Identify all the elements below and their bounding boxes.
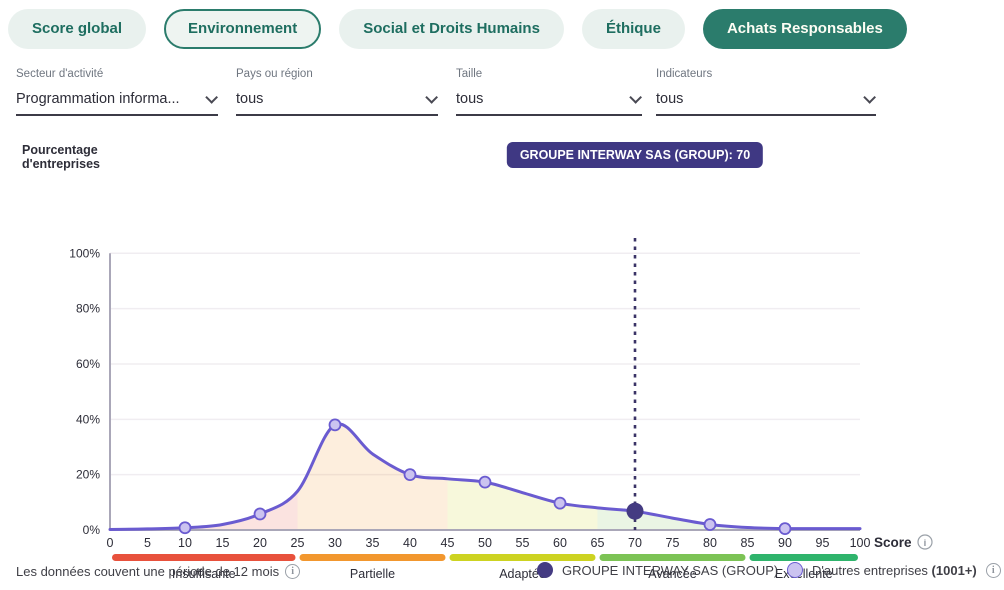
svg-text:85: 85 (741, 536, 755, 550)
svg-text:20: 20 (253, 536, 267, 550)
category-tabs: Score global Environnement Social et Dro… (8, 9, 907, 49)
filter-pays-value: tous (236, 91, 264, 107)
svg-text:60%: 60% (76, 357, 100, 371)
svg-text:100%: 100% (69, 246, 100, 260)
score-distribution-chart[interactable]: 0% 20% 40% 60% 80% 100% 0 5 10 15 20 25 30 35 40 45 50 55… (16, 140, 988, 581)
svg-text:Score: Score (874, 535, 912, 550)
svg-text:40%: 40% (76, 412, 100, 426)
others-dot-icon (787, 562, 803, 578)
filter-secteur-select[interactable]: Programmation informa... (16, 90, 218, 116)
svg-text:i: i (924, 538, 927, 549)
svg-text:90: 90 (778, 536, 792, 550)
filter-taille: Taille tous (456, 68, 642, 116)
data-period-note: Les données couvent une période de 12 mo… (16, 564, 301, 579)
tab-ethique[interactable]: Éthique (581, 9, 685, 49)
tab-achats-responsables[interactable]: Achats Responsables (702, 9, 907, 49)
svg-text:55: 55 (516, 536, 530, 550)
svg-text:Partielle: Partielle (350, 567, 395, 581)
svg-text:50: 50 (478, 536, 492, 550)
svg-text:80%: 80% (76, 302, 100, 316)
svg-text:25: 25 (291, 536, 305, 550)
svg-text:0%: 0% (83, 523, 101, 537)
filter-taille-label: Taille (456, 68, 483, 80)
filter-indicateurs-value: tous (656, 91, 684, 107)
filter-secteur-label: Secteur d'activité (16, 68, 104, 80)
svg-text:60: 60 (553, 536, 567, 550)
legend-item-others: D'autres entreprises (1001+) i (787, 562, 1001, 578)
svg-text:10: 10 (178, 536, 192, 550)
svg-text:80: 80 (703, 536, 717, 550)
tab-social-droits-humains[interactable]: Social et Droits Humains (339, 9, 564, 49)
filter-pays-select[interactable]: tous (236, 90, 438, 116)
svg-text:5: 5 (144, 536, 151, 550)
chevron-down-icon (205, 90, 218, 104)
chevron-down-icon (629, 90, 642, 104)
filter-secteur-value: Programmation informa... (16, 91, 180, 107)
svg-text:100: 100 (850, 536, 871, 550)
filter-pays-label: Pays ou région (236, 68, 313, 80)
svg-text:Avancée: Avancée (648, 567, 696, 581)
svg-text:20%: 20% (76, 468, 100, 482)
info-icon[interactable]: i (985, 562, 1001, 578)
svg-text:15: 15 (216, 536, 230, 550)
legend-others-count: (1001+) (931, 562, 977, 578)
data-period-note-text: Les données couvent une période de 12 mo… (16, 564, 280, 579)
svg-text:65: 65 (591, 536, 605, 550)
svg-text:30: 30 (328, 536, 342, 550)
svg-text:Adaptée: Adaptée (499, 567, 546, 581)
tab-environnement[interactable]: Environnement (164, 9, 322, 49)
svg-text:0: 0 (107, 536, 114, 550)
chevron-down-icon (863, 90, 876, 104)
svg-text:35: 35 (366, 536, 380, 550)
legend-others-label: D'autres entreprises (1001+) (812, 562, 977, 578)
tab-score-global[interactable]: Score global (8, 9, 147, 49)
svg-text:Insuffisante: Insuffisante (172, 567, 236, 581)
svg-text:45: 45 (441, 536, 455, 550)
filter-indicateurs: Indicateurs tous (656, 68, 876, 116)
highlight-tooltip: GROUPE INTERWAY SAS (GROUP): 70 (506, 142, 764, 168)
legend-item-company: GROUPE INTERWAY SAS (GROUP) (537, 562, 778, 578)
filter-secteur: Secteur d'activité Programmation informa… (16, 68, 218, 116)
svg-text:40: 40 (403, 536, 417, 550)
filter-taille-select[interactable]: tous (456, 90, 642, 116)
svg-text:70: 70 (628, 536, 642, 550)
info-icon[interactable]: i (285, 564, 301, 579)
filter-taille-value: tous (456, 91, 484, 107)
legend-company-label: GROUPE INTERWAY SAS (GROUP) (562, 562, 779, 578)
filter-pays: Pays ou région tous (236, 68, 438, 116)
filter-indicateurs-select[interactable]: tous (656, 90, 876, 116)
y-axis-title: Pourcentage d'entreprises (22, 143, 101, 172)
svg-text:75: 75 (666, 536, 680, 550)
company-dot-icon (537, 562, 553, 578)
chevron-down-icon (425, 90, 438, 104)
filter-indicateurs-label: Indicateurs (656, 68, 713, 80)
svg-text:95: 95 (816, 536, 830, 550)
